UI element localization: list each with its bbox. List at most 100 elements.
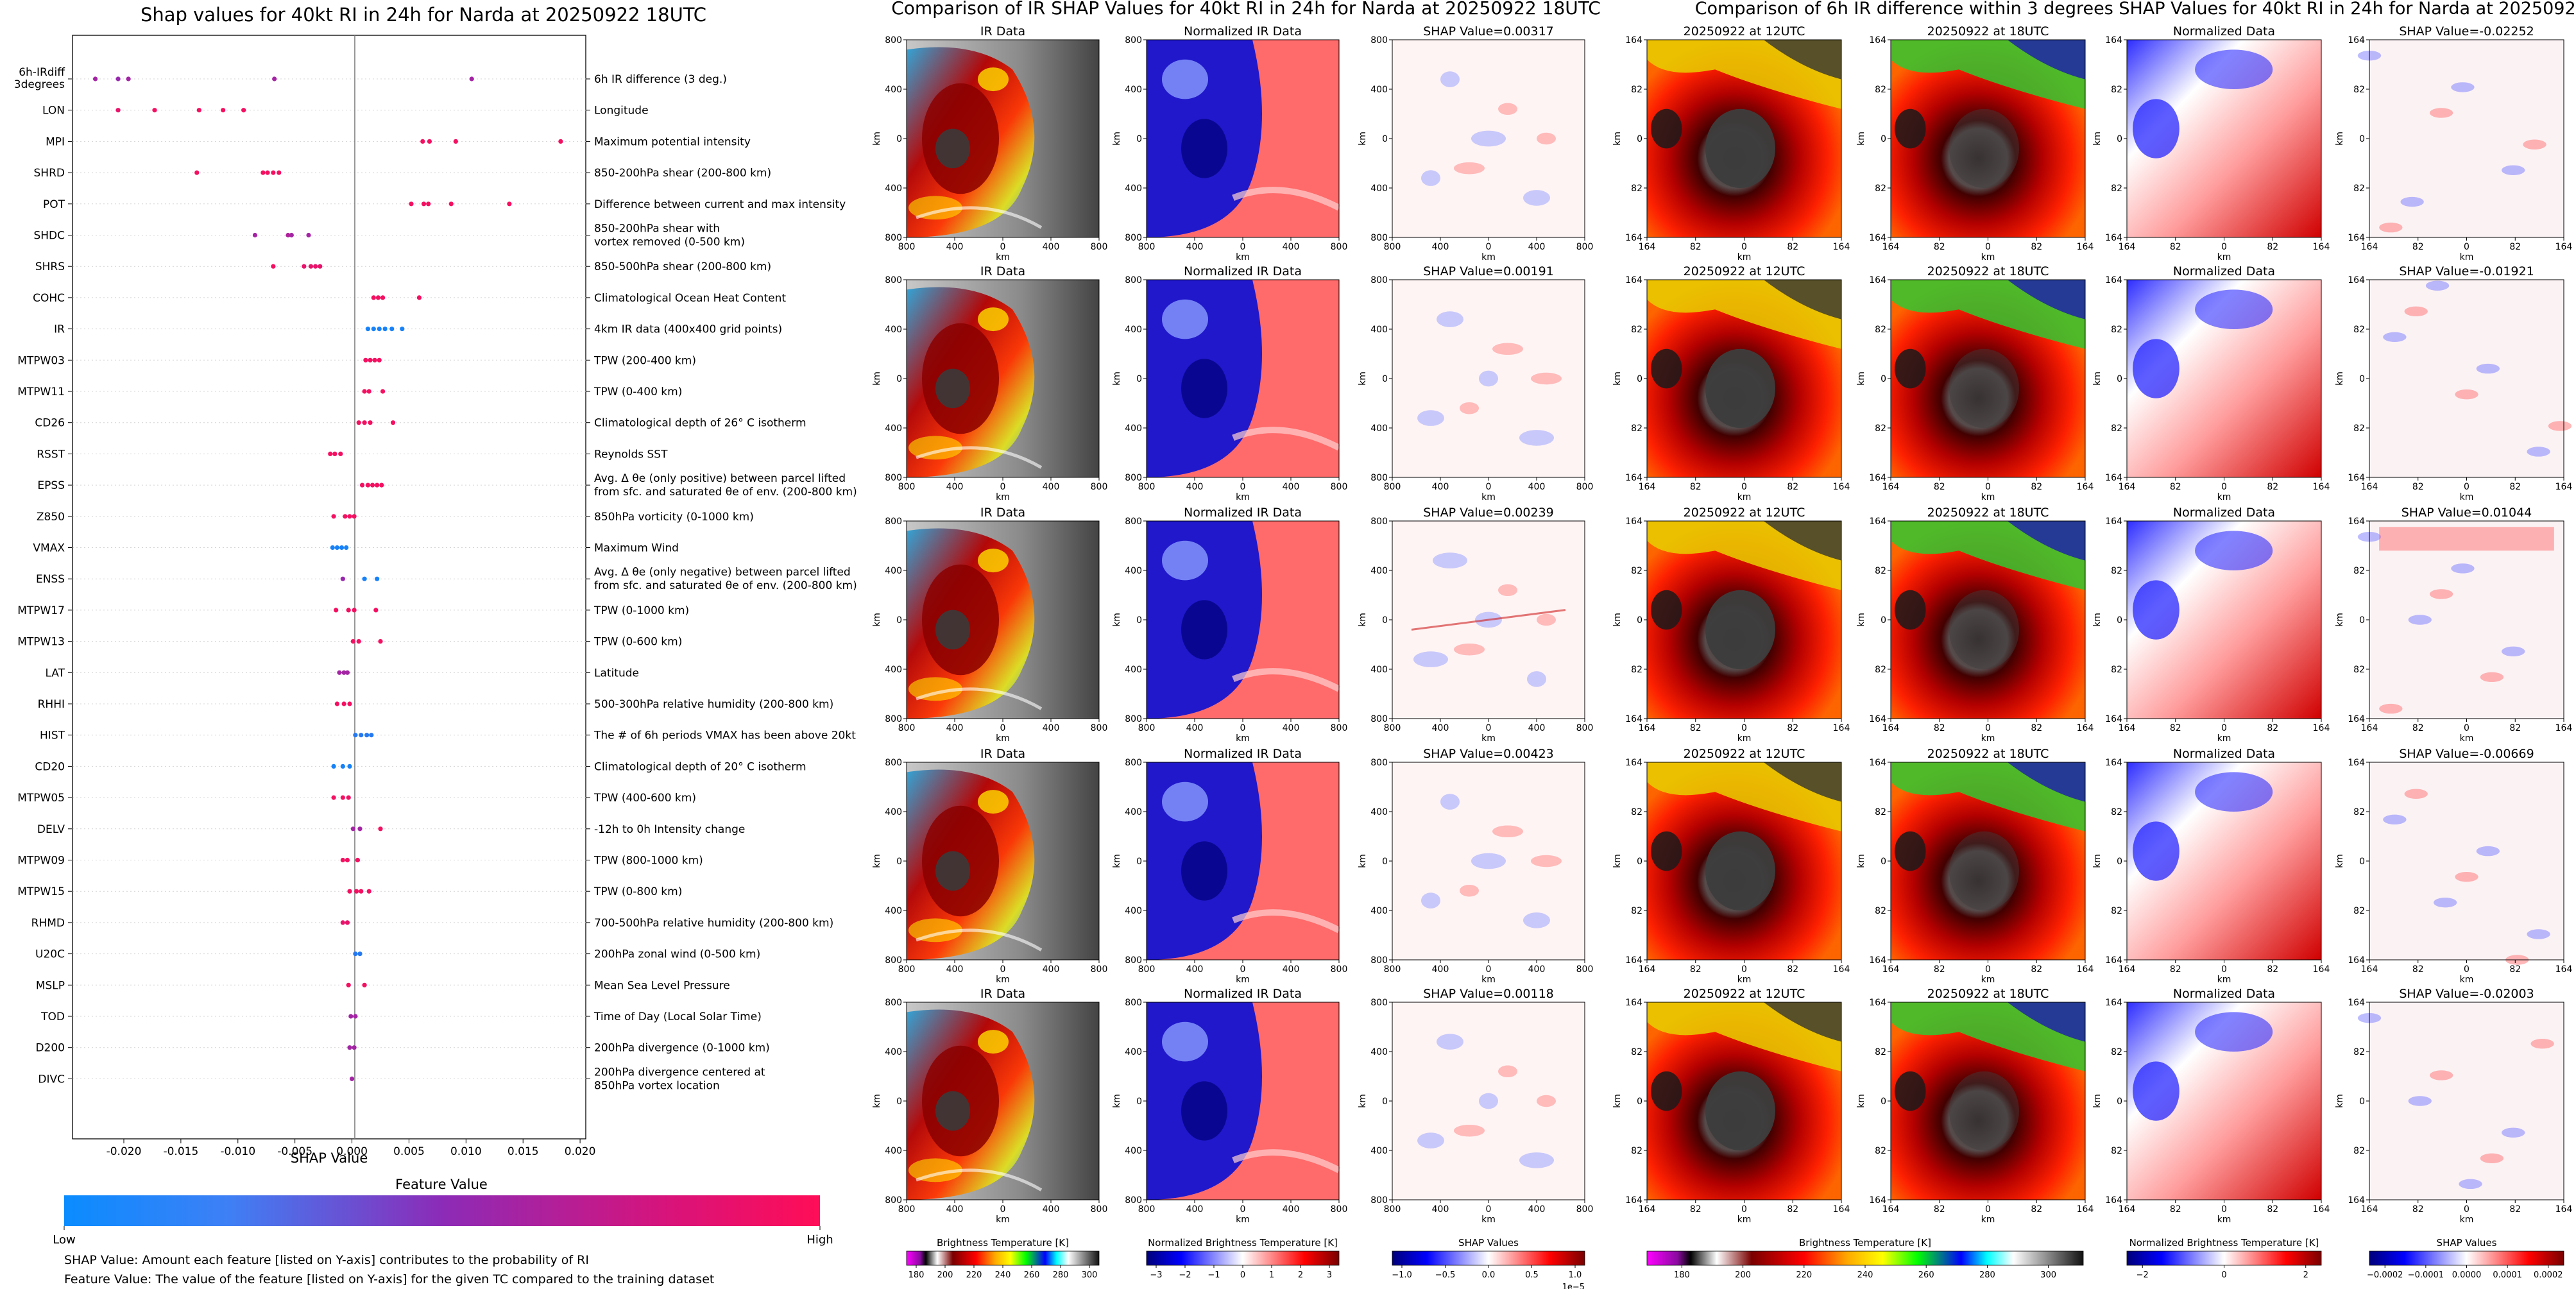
x-axis-label: km [1737, 975, 1752, 985]
subplot-title: SHAP Value=-0.02003 [2399, 987, 2534, 1001]
y-tick-label: 800 [1125, 516, 1142, 527]
x-tick-label: 164 [1639, 723, 1656, 733]
footnote-shap-value: SHAP Value: Amount each feature [listed … [64, 1253, 589, 1267]
shap-feature-description: TPW (0-1000 km) [593, 604, 689, 617]
subplot-title: Normalized IR Data [1184, 24, 1302, 38]
y-axis-label: km [2335, 613, 2345, 627]
y-tick-label: 800 [885, 955, 902, 966]
x-tick-label: 82 [1787, 482, 1798, 492]
shap-points [92, 76, 563, 1081]
y-tick-label: 82 [1875, 566, 1886, 576]
shap-feature-code: MTPW05 [17, 792, 65, 805]
x-tick-label: 400 [946, 964, 964, 975]
y-tick-label: 164 [1869, 275, 1886, 286]
ir-comparison-panel: Comparison of IR SHAP Values for 40kt RI… [872, 0, 1601, 1289]
x-axis-label: km [1481, 252, 1496, 262]
shap-point [334, 701, 340, 706]
y-tick-label: 0 [1637, 857, 1642, 867]
y-tick-label: 164 [1869, 714, 1886, 724]
subplot-title: IR Data [980, 747, 1025, 761]
y-tick-label: 400 [885, 85, 902, 95]
colorbar-tick-label: −3 [1150, 1270, 1162, 1280]
x-axis-label: km [2460, 492, 2474, 502]
subplot-title: Normalized IR Data [1184, 506, 1302, 520]
y-tick-label: 400 [885, 566, 902, 576]
y-tick-label: 82 [2111, 423, 2122, 434]
shap-feature-description: Avg. Δ θe (only positive) between parcel… [594, 472, 857, 499]
shap-feature-description: Longitude [594, 105, 649, 117]
x-tick-label: 164 [2361, 482, 2378, 492]
ir-panel-title: Comparison of IR SHAP Values for 40kt RI… [891, 0, 1601, 19]
x-axis-label: km [1737, 1215, 1752, 1225]
x-tick-label: 82 [1934, 242, 1945, 252]
subplot-title: Normalized Data [2173, 506, 2275, 520]
x-tick-label: 164 [1882, 482, 1900, 492]
y-tick-label: 400 [1370, 807, 1388, 817]
y-tick-label: 0 [2359, 1097, 2365, 1107]
y-tick-label: 0 [1136, 134, 1142, 144]
shap-point [341, 701, 346, 706]
shap-point [115, 76, 121, 81]
shap-point [347, 1045, 352, 1050]
footnote-feature-value: Feature Value: The value of the feature … [64, 1272, 714, 1286]
colorbar-tick-label: 260 [1918, 1270, 1934, 1280]
x-tick-label: 0 [2221, 482, 2227, 492]
y-tick-label: 0 [1382, 1097, 1388, 1107]
x-axis-label: km [996, 733, 1010, 744]
colorbar-gradient [1646, 1251, 2084, 1266]
subplot-title: 20250922 at 18UTC [1927, 24, 2049, 38]
shap-feature-code: EPSS [37, 479, 65, 492]
shap-feature-description: Maximum Wind [594, 542, 679, 555]
x-tick-label: 800 [1331, 1204, 1348, 1215]
x-tick-label: 0 [1000, 723, 1006, 733]
x-tick-label: 0 [1985, 482, 1991, 492]
x-tick-label: 164 [1833, 964, 1850, 975]
x-tick-label: 164 [2555, 242, 2573, 252]
shap-feature-code: MTPW13 [17, 636, 65, 649]
colorbar-gradient [1146, 1251, 1340, 1266]
shap-point [357, 952, 363, 957]
shap-feature-code: ENSS [36, 573, 65, 586]
x-tick-label: 164 [1882, 723, 1900, 733]
shap-feature-code: COHC [33, 292, 65, 305]
shap-point [353, 952, 358, 957]
shap-point [377, 357, 382, 363]
x-tick-label: 800 [898, 242, 916, 252]
shap-point [469, 76, 474, 81]
y-tick-label: 0 [896, 134, 902, 144]
colorbar-tick-label: 220 [966, 1270, 982, 1280]
y-tick-label: 800 [1370, 758, 1388, 768]
subplot-title: 20250922 at 18UTC [1927, 264, 2049, 278]
y-tick-label: 0 [1881, 857, 1886, 867]
y-axis-label: km [872, 132, 882, 146]
shap-feature-description: Latitude [594, 667, 639, 679]
colorbar-tick-label: 220 [1796, 1270, 1812, 1280]
subplot-title: IR Data [980, 264, 1025, 278]
x-axis-label: km [1236, 733, 1250, 744]
shap-point [370, 482, 375, 488]
x-tick-label: 82 [2170, 723, 2181, 733]
shap-feature-code: LON [42, 105, 65, 117]
y-tick-label: 82 [2111, 807, 2122, 817]
x-tick-label: 0 [1000, 1204, 1006, 1215]
shap-feature-description: 850-200hPa shear with vortex removed (0-5… [594, 223, 745, 249]
x-tick-label: 164 [2361, 964, 2378, 975]
x-tick-label: 400 [1432, 964, 1449, 975]
subplot-title: SHAP Value=0.00423 [1423, 747, 1554, 761]
y-tick-label: 0 [896, 1097, 902, 1107]
y-tick-label: 400 [1370, 184, 1388, 194]
shap-point [241, 108, 246, 113]
x-tick-label: 82 [2031, 482, 2042, 492]
y-tick-label: 82 [2353, 807, 2365, 817]
shap-feature-description: Difference between current and max inten… [594, 198, 846, 211]
colorbar-tick-label: 2 [1298, 1270, 1303, 1280]
ir-colorbar: Normalized Brightness Temperature [K] −3 −… [1146, 1237, 1340, 1280]
y-tick-label: 0 [1881, 1097, 1886, 1107]
